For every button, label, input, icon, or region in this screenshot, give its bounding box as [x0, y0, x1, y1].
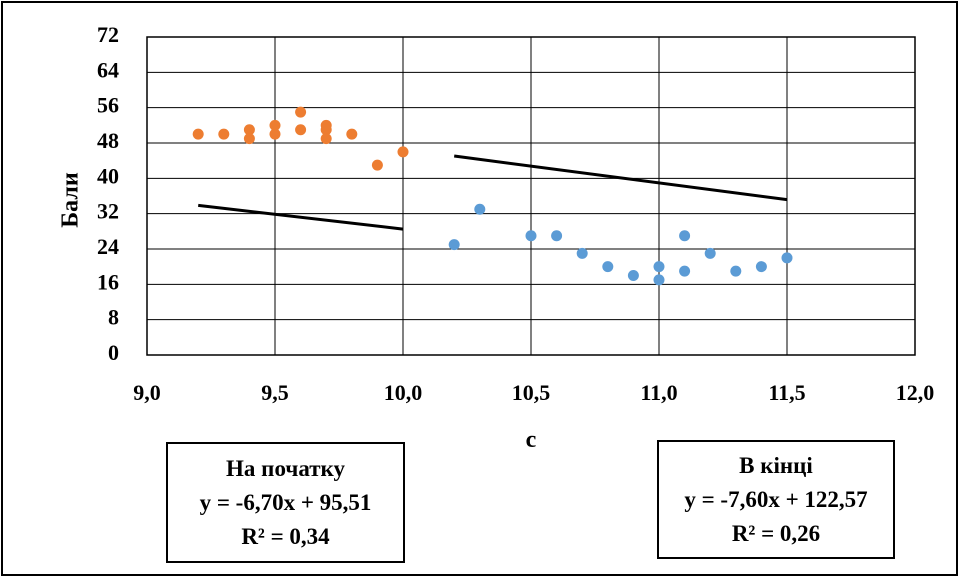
- x-tick-label: 12,0: [896, 380, 935, 405]
- equation-box-start-title: На початку: [226, 455, 345, 481]
- data-point: [576, 247, 588, 259]
- x-tick-label: 10,5: [512, 380, 551, 405]
- x-tick-label: 11,0: [640, 380, 677, 405]
- data-point: [269, 119, 281, 131]
- x-tick-label: 11,5: [768, 380, 805, 405]
- plot-area-border: [146, 36, 916, 356]
- x-tick-labels: 9,0 9,5 10,0 10,5 11,0 11,5 12,0: [133, 380, 934, 405]
- y-tick-label: 16: [97, 269, 119, 294]
- y-tick-label: 64: [97, 57, 119, 82]
- equation-box-end-equation: y = -7,60x + 122,57: [684, 486, 868, 512]
- data-point: [218, 128, 230, 140]
- equation-box-end-title: В кінці: [739, 452, 813, 478]
- y-tick-label: 48: [97, 128, 119, 153]
- equation-box-end-r2: R² = 0,26: [731, 520, 821, 546]
- data-point: [653, 261, 665, 273]
- data-point: [295, 124, 307, 136]
- data-point: [295, 106, 307, 118]
- trendline: [454, 154, 788, 202]
- data-point: [269, 128, 281, 140]
- y-tick-label: 32: [97, 199, 119, 224]
- gridlines: [146, 36, 916, 356]
- data-point: [397, 146, 409, 158]
- x-axis-title: с: [526, 427, 537, 453]
- x-tick-label: 9,0: [133, 380, 161, 405]
- data-point: [448, 239, 460, 251]
- data-point: [653, 274, 665, 286]
- data-point: [730, 265, 742, 277]
- y-tick-label: 24: [97, 234, 119, 259]
- data-point: [320, 133, 332, 145]
- y-tick-label: 8: [108, 305, 119, 330]
- x-tick-label: 10,0: [384, 380, 423, 405]
- data-point: [243, 124, 255, 136]
- data-point: [525, 230, 537, 242]
- data-point: [679, 230, 691, 242]
- data-point: [627, 270, 639, 281]
- equation-box-start: На початку y = -6,70x + 95,51 R² = 0,34: [166, 442, 405, 563]
- y-tick-label: 40: [97, 163, 119, 188]
- y-axis-title: Бали: [58, 172, 84, 228]
- data-point: [602, 261, 614, 273]
- equation-box-start-equation: y = -6,70x + 95,51: [199, 489, 372, 515]
- trendline: [198, 203, 404, 231]
- x-tick-label: 9,5: [261, 380, 289, 405]
- y-tick-label: 56: [97, 93, 119, 118]
- data-point: [679, 265, 691, 277]
- data-point: [371, 159, 383, 171]
- data-points: [192, 106, 793, 286]
- y-tick-labels: 0 8 16 24 32 40 48 56 64 72: [97, 22, 119, 365]
- data-point: [781, 252, 793, 264]
- data-point: [474, 203, 486, 215]
- data-point: [346, 128, 358, 140]
- y-tick-label: 72: [97, 22, 119, 47]
- data-point: [192, 128, 204, 140]
- data-point: [243, 133, 255, 145]
- data-point: [704, 247, 716, 259]
- equation-box-end: В кінці y = -7,60x + 122,57 R² = 0,26: [657, 440, 895, 559]
- equation-box-start-r2: R² = 0,34: [241, 523, 330, 549]
- trendlines: [198, 154, 788, 231]
- y-tick-label: 0: [108, 340, 119, 365]
- data-point: [551, 230, 563, 242]
- data-point: [755, 261, 767, 273]
- data-point: [320, 124, 332, 136]
